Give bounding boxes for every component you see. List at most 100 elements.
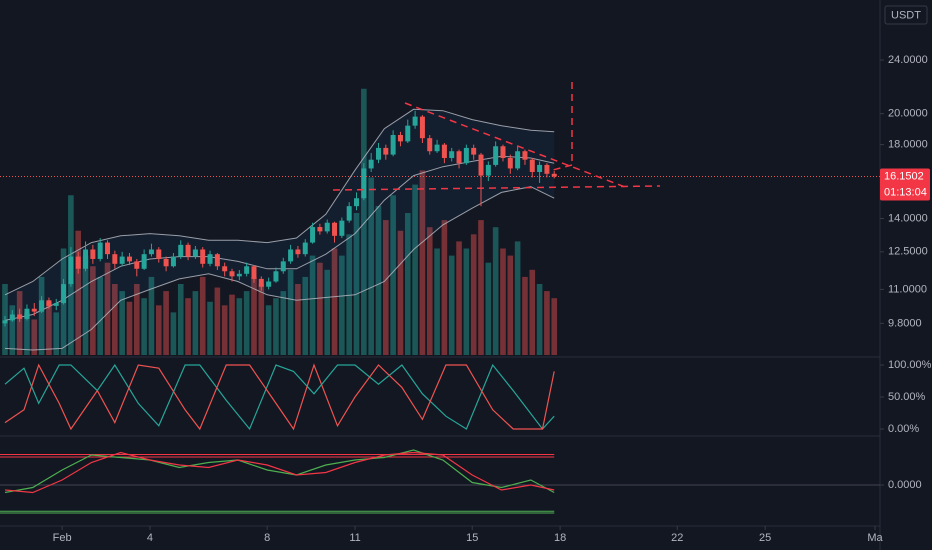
x-tick-label: 15 bbox=[466, 532, 478, 544]
candle-body bbox=[170, 256, 176, 267]
x-tick-label: 8 bbox=[264, 532, 270, 544]
candle-body bbox=[522, 151, 528, 160]
candle-body bbox=[295, 249, 301, 255]
candle-body bbox=[515, 151, 521, 169]
volume-bar bbox=[426, 227, 433, 355]
candle-body bbox=[200, 249, 206, 264]
y-tick-label: 20.0000 bbox=[888, 108, 928, 120]
candle-body bbox=[97, 242, 103, 259]
y-tick-label: 11.0000 bbox=[888, 283, 927, 295]
candle-body bbox=[148, 249, 154, 255]
volume-bar bbox=[368, 177, 374, 355]
volume-bar bbox=[375, 205, 382, 355]
volume-bar bbox=[141, 298, 147, 355]
volume-bar bbox=[463, 248, 470, 355]
candle-body bbox=[383, 147, 389, 155]
candle-body bbox=[288, 249, 294, 262]
candle-body bbox=[222, 266, 228, 272]
candle-body bbox=[229, 271, 235, 277]
x-tick-label: 4 bbox=[147, 532, 153, 544]
candle-body bbox=[258, 278, 264, 287]
candle-body bbox=[449, 151, 455, 158]
volume-bar bbox=[331, 248, 338, 355]
volume-bar bbox=[448, 255, 455, 355]
volume-bar bbox=[177, 284, 184, 355]
pane bbox=[0, 449, 555, 514]
volume-bar bbox=[192, 291, 199, 355]
candle-body bbox=[185, 244, 191, 257]
volume-bar bbox=[507, 255, 514, 355]
volume-bar bbox=[383, 220, 389, 355]
candle-body bbox=[471, 147, 477, 155]
candle-body bbox=[244, 266, 250, 274]
candle-body bbox=[163, 258, 169, 267]
x-tick-label: 18 bbox=[554, 532, 566, 544]
volume-bar bbox=[529, 269, 536, 355]
volume-bar bbox=[53, 312, 60, 355]
volume-bar bbox=[551, 298, 558, 355]
candle-body bbox=[112, 254, 118, 264]
candle-body bbox=[39, 300, 45, 312]
candle-body bbox=[339, 220, 345, 236]
candle-body bbox=[126, 256, 132, 262]
candle-body bbox=[75, 256, 81, 269]
volume-bar bbox=[119, 291, 125, 355]
candle-body bbox=[456, 151, 462, 164]
series-line bbox=[4, 451, 555, 494]
volume-bar bbox=[236, 298, 243, 355]
candle-body bbox=[397, 134, 403, 142]
y-tick-label: 0.00% bbox=[888, 423, 919, 435]
candle-body bbox=[280, 261, 286, 272]
volume-bar bbox=[397, 230, 404, 355]
candle-body bbox=[500, 146, 506, 158]
candle-body bbox=[317, 227, 323, 232]
candle-body bbox=[90, 249, 96, 259]
pane bbox=[2, 88, 558, 355]
volume-bar bbox=[31, 319, 38, 355]
candle-body bbox=[346, 206, 352, 221]
currency-box[interactable] bbox=[884, 5, 928, 25]
volume-bar bbox=[243, 291, 250, 355]
candle-body bbox=[507, 157, 513, 169]
x-tick-label: Feb bbox=[53, 532, 72, 544]
volume-bar bbox=[353, 213, 360, 355]
volume-bar bbox=[251, 276, 257, 355]
volume-bar bbox=[90, 266, 96, 355]
volume-bar bbox=[185, 298, 191, 355]
volume-bar bbox=[500, 248, 506, 355]
volume-bar bbox=[441, 220, 448, 355]
candle-body bbox=[302, 242, 308, 255]
candle-body bbox=[17, 314, 23, 319]
y-tick-label: 14.0000 bbox=[888, 212, 928, 224]
currency-label: USDT bbox=[891, 9, 921, 21]
candle-body bbox=[105, 242, 111, 255]
y-tick-label: 9.8000 bbox=[888, 317, 922, 329]
volume-bar bbox=[258, 284, 265, 355]
candle-body bbox=[493, 146, 499, 165]
candle-body bbox=[478, 154, 484, 176]
candle-body bbox=[324, 222, 330, 232]
series-line bbox=[4, 449, 555, 494]
trendline bbox=[548, 164, 573, 172]
volume-bar bbox=[75, 230, 82, 355]
volume-bar bbox=[434, 248, 440, 355]
volume-bar bbox=[361, 88, 367, 355]
volume-bar bbox=[134, 284, 140, 355]
volume-bar bbox=[148, 276, 155, 355]
y-tick-label: 50.00% bbox=[888, 391, 926, 403]
volume-bar bbox=[207, 301, 213, 355]
volume-bar bbox=[163, 291, 169, 355]
volume-bar bbox=[112, 284, 118, 355]
candle-body bbox=[236, 273, 242, 277]
volume-bar bbox=[38, 276, 45, 355]
volume-bar bbox=[536, 284, 543, 355]
volume-bar bbox=[287, 269, 294, 355]
volume-bar bbox=[478, 220, 484, 355]
candle-body bbox=[485, 164, 491, 176]
series-line bbox=[4, 363, 555, 431]
candle-body bbox=[53, 303, 59, 306]
volume-bar bbox=[522, 276, 528, 355]
band-fill bbox=[5, 109, 555, 350]
